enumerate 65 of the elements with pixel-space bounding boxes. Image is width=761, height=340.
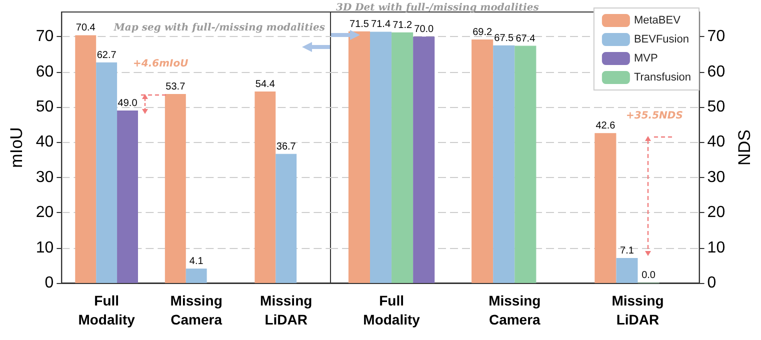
x-tick-label: Full Modality	[78, 292, 136, 328]
y2-axis-title: NDS	[735, 130, 754, 166]
y-tick-label: 20	[36, 204, 54, 222]
y2-tick-label: 40	[707, 134, 726, 151]
legend-label: MVP	[634, 52, 658, 64]
data-label: 69.2	[472, 26, 493, 38]
bar	[392, 32, 414, 283]
y2-tick-label: 10	[707, 239, 726, 256]
legend-label: Transfusion	[634, 72, 691, 84]
bar	[186, 268, 207, 283]
bar	[348, 31, 370, 283]
y2-tick-label: 0	[707, 274, 716, 292]
x-tick-label: Missing Camera	[170, 292, 222, 328]
y2-tick-label: 70	[707, 28, 726, 46]
data-label: 67.5	[494, 32, 514, 44]
data-label: 67.4	[516, 33, 536, 44]
y-tick-label: 30	[36, 168, 54, 186]
data-label: 36.7	[276, 141, 296, 152]
legend-label: MetaBEV	[634, 14, 682, 26]
x-tick-label: Missing LiDAR	[260, 292, 312, 328]
data-label: 70.0	[414, 24, 434, 36]
bar	[493, 45, 515, 283]
bar	[413, 36, 435, 283]
y-tick-label: 40	[36, 134, 54, 151]
bar	[472, 39, 494, 283]
y-tick-label: 50	[36, 98, 54, 116]
bar	[96, 62, 118, 283]
data-label: 53.7	[166, 82, 186, 93]
data-label: 71.4	[371, 19, 391, 30]
y-tick-label: 60	[36, 63, 54, 80]
y2-tick-label: 60	[707, 63, 726, 80]
y2-tick-label: 20	[707, 204, 726, 222]
bar	[370, 32, 392, 283]
bar	[164, 94, 186, 283]
bar	[254, 92, 276, 283]
bar	[276, 154, 297, 283]
data-label: 49.0	[118, 98, 138, 110]
y-tick-label: 70	[36, 28, 54, 46]
bar	[616, 258, 638, 283]
data-label: 7.1	[620, 246, 634, 257]
annotation: 3D Det with full-/missing modalities	[336, 2, 540, 14]
annotation: Map seg with full-/missing modalities	[112, 22, 326, 34]
y-axis-title: mIoU	[7, 127, 26, 168]
bar	[75, 35, 96, 283]
data-label: 0.0	[642, 270, 656, 282]
data-label: 4.1	[189, 256, 204, 268]
y-tick-label: 10	[36, 239, 54, 256]
legend-label: BEVFusion	[634, 34, 689, 46]
x-tick-label: Missing LiDAR	[612, 292, 664, 328]
data-label: 54.4	[255, 79, 276, 90]
data-label: 71.2	[392, 20, 412, 31]
x-tick-label: Missing Camera	[488, 292, 541, 328]
bar	[117, 110, 138, 283]
x-tick-label: Full Modality	[363, 292, 420, 328]
data-label: 42.6	[596, 120, 616, 132]
annotation: +4.6mIoU	[133, 58, 188, 70]
bar	[594, 133, 616, 283]
annotation: +35.5NDS	[626, 110, 683, 122]
data-label: 62.7	[96, 50, 117, 61]
bar	[514, 46, 536, 283]
y-tick-label: 0	[44, 274, 54, 292]
y2-tick-label: 50	[707, 98, 726, 116]
data-label: 70.4	[76, 22, 96, 34]
y2-tick-label: 30	[707, 168, 726, 186]
data-label: 71.5	[350, 18, 370, 30]
